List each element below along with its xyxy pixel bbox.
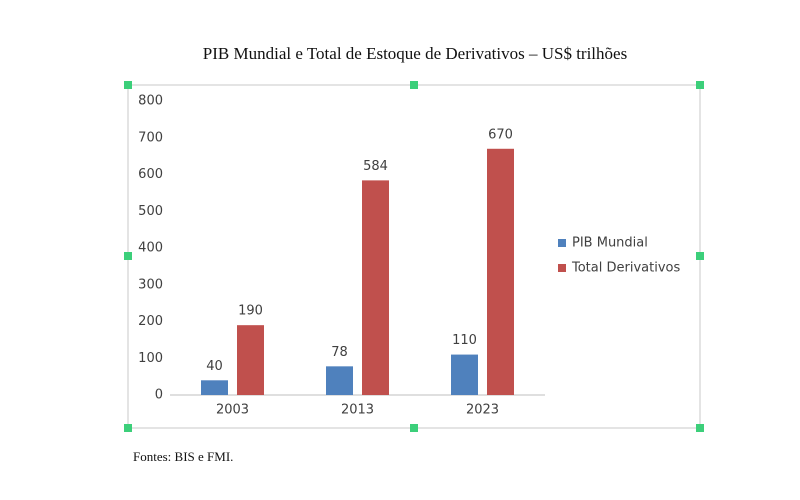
- bar: [326, 366, 353, 395]
- bar: [362, 180, 389, 395]
- value-label: 670: [488, 127, 513, 142]
- legend-label: Total Derivativos: [571, 261, 680, 276]
- y-tick-label: 800: [138, 94, 163, 109]
- value-label: 190: [238, 304, 263, 319]
- legend-swatch: [558, 264, 566, 272]
- y-tick-label: 700: [138, 130, 163, 145]
- x-tick-label: 2013: [341, 403, 374, 418]
- y-tick-label: 400: [138, 241, 163, 256]
- bar: [237, 325, 264, 395]
- x-tick-label: 2023: [466, 403, 499, 418]
- selection-handles: [124, 81, 704, 432]
- y-tick-label: 600: [138, 167, 163, 182]
- y-tick-label: 200: [138, 314, 163, 329]
- chart-title: PIB Mundial e Total de Estoque de Deriva…: [203, 44, 627, 63]
- source-note: Fontes: BIS e FMI.: [133, 449, 233, 464]
- legend-swatch: [558, 239, 566, 247]
- value-label: 40: [206, 359, 223, 374]
- y-tick-label: 0: [155, 388, 163, 403]
- value-label: 78: [331, 345, 348, 360]
- y-tick-label: 300: [138, 277, 163, 292]
- legend-label: PIB Mundial: [572, 236, 648, 251]
- y-tick-label: 100: [138, 351, 163, 366]
- bar: [487, 148, 514, 395]
- selection-frame: [127, 84, 701, 429]
- value-label: 584: [363, 159, 388, 174]
- x-tick-label: 2003: [216, 403, 249, 418]
- bar: [451, 354, 478, 395]
- bar: [201, 380, 228, 395]
- y-tick-label: 500: [138, 204, 163, 219]
- value-label: 110: [452, 333, 477, 348]
